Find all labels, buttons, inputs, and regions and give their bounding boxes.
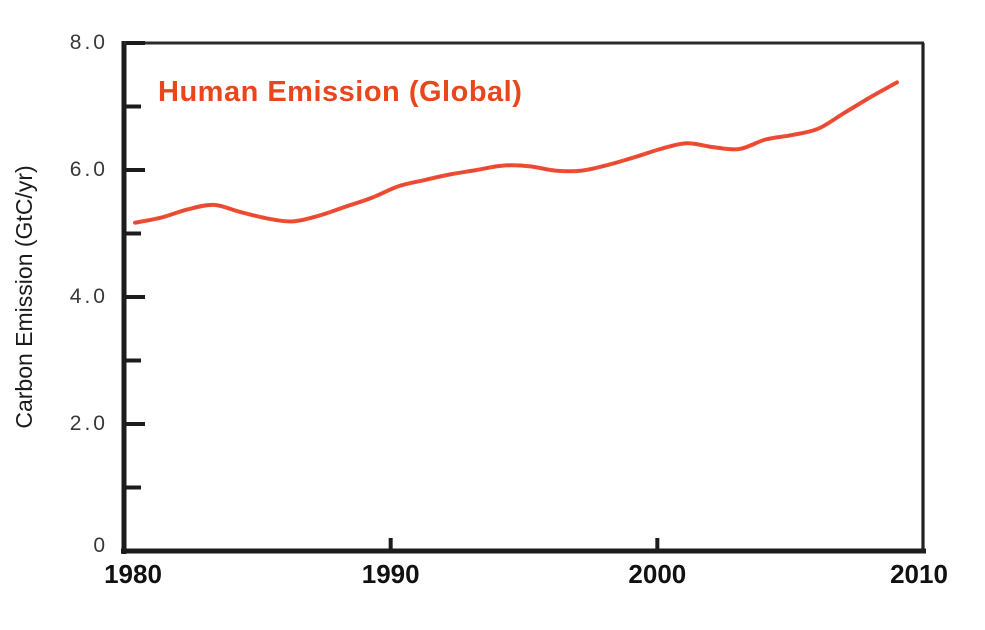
y-tick-label: 0 bbox=[93, 534, 108, 557]
y-tick-label: 8.0 bbox=[69, 31, 108, 54]
chart-title: Human Emission (Global) bbox=[158, 76, 523, 108]
y-tick-label: 6.0 bbox=[69, 158, 108, 181]
x-tick-label: 2000 bbox=[628, 559, 687, 589]
x-tick-label: 1990 bbox=[361, 559, 420, 589]
emission-line-highlight bbox=[134, 81, 898, 224]
x-tick-label: 1980 bbox=[104, 559, 162, 589]
y-tick-label: 2.0 bbox=[69, 412, 108, 435]
y-tick-label: 4.0 bbox=[69, 285, 108, 308]
x-tick-label: 2010 bbox=[890, 559, 948, 589]
